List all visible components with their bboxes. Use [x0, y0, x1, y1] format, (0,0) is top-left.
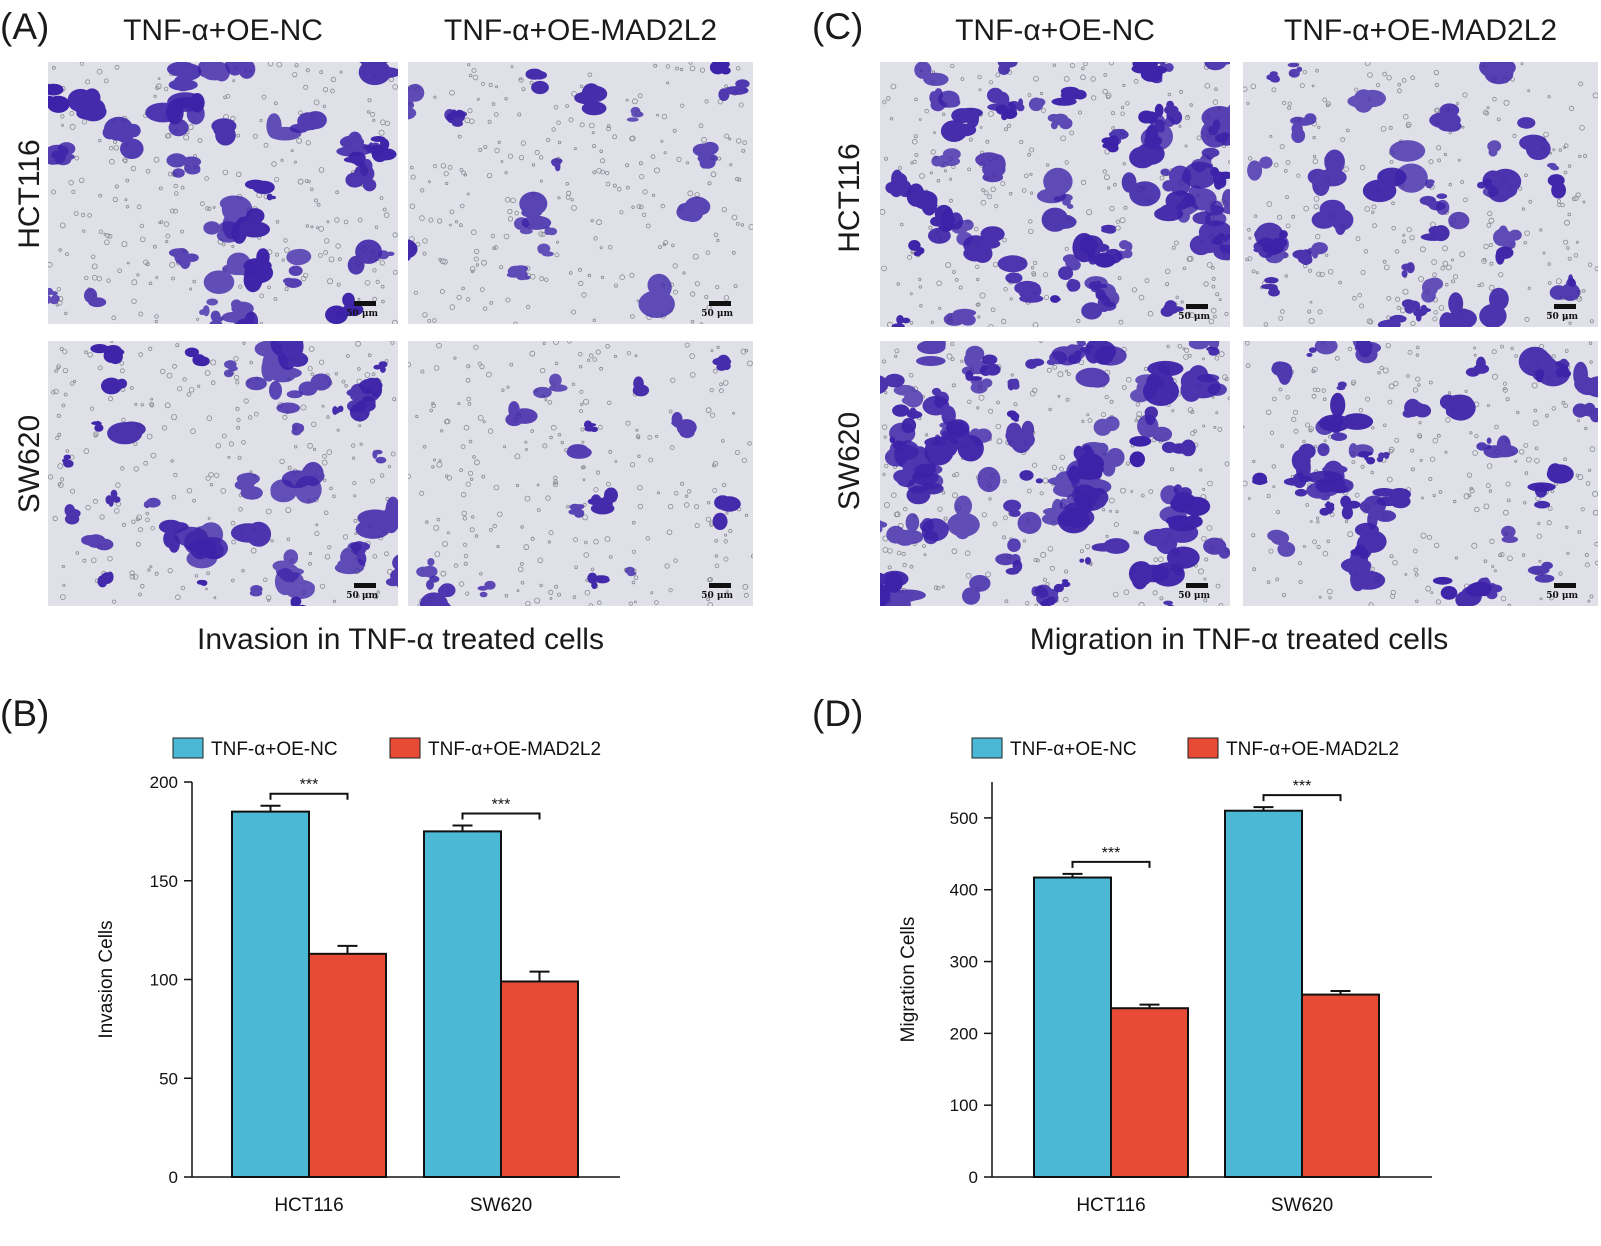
micrograph-invasion-hct116-nc: 50 μm [48, 62, 398, 324]
significance-bracket-HCT116 [1073, 862, 1150, 868]
y-axis-title: Invasion Cells [96, 920, 117, 1038]
scale-bar [709, 583, 731, 588]
invasion-bar-chart: TNF-α+OE-NC TNF-α+OE-MAD2L2 0 50 100 150 200 In… [0, 730, 800, 1241]
legend-label-0: TNF-α+OE-NC [1010, 739, 1137, 760]
panel-a-col-head-mad2l2: TNF-α+OE-MAD2L2 [408, 16, 753, 46]
y-tick-label-150: 150 [150, 872, 178, 891]
scale-bar-label: 50 μm [346, 309, 378, 319]
micrograph-migration-sw620-nc: 50 μm [880, 341, 1230, 606]
panel-letter-c: (C) [812, 8, 863, 45]
bar-SW620-1 [1302, 995, 1379, 1177]
micrograph-texture [880, 62, 1230, 327]
bar-HCT116-0 [232, 812, 309, 1177]
panel-c-row-label-hct116: HCT116 [835, 138, 865, 258]
y-tick-label-0: 0 [969, 1168, 978, 1187]
x-tick-label-HCT116: HCT116 [1076, 1195, 1145, 1216]
panel-c-row-label-sw620: SW620 [835, 401, 865, 521]
micrograph-texture [48, 341, 398, 606]
scale-bar-label: 50 μm [1178, 312, 1210, 322]
micrograph-migration-hct116-mad2l2: 50 μm [1243, 62, 1598, 327]
micrograph-invasion-hct116-mad2l2: 50 μm [408, 62, 753, 324]
micrograph-texture [48, 62, 398, 324]
x-tick-label-SW620: SW620 [1271, 1195, 1333, 1216]
bar-SW620-0 [424, 831, 501, 1177]
y-axis-title: Migration Cells [898, 917, 919, 1043]
panel-c-col-head-nc: TNF-α+OE-NC [880, 16, 1230, 46]
y-tick-label-500: 500 [950, 809, 978, 828]
y-tick-label-0: 0 [169, 1168, 178, 1187]
panel-c-col-head-mad2l2: TNF-α+OE-MAD2L2 [1243, 16, 1598, 46]
significance-bracket-SW620 [1264, 795, 1341, 801]
scale-bar [1186, 583, 1208, 588]
scale-bar-label: 50 μm [701, 309, 733, 319]
migration-bar-chart: TNF-α+OE-NC TNF-α+OE-MAD2L2 0 100 200 300 400 5… [812, 730, 1601, 1241]
micrograph-invasion-sw620-nc: 50 μm [48, 341, 398, 606]
scale-bar [1186, 304, 1208, 309]
panel-letter-a: (A) [0, 8, 49, 45]
legend-swatch-1 [390, 738, 420, 758]
panel-a-caption: Invasion in TNF-α treated cells [48, 625, 753, 655]
panel-c-caption: Migration in TNF-α treated cells [880, 625, 1598, 655]
scale-bar-label: 50 μm [1546, 312, 1578, 322]
legend-label-0: TNF-α+OE-NC [211, 739, 338, 760]
scale-bar [354, 301, 376, 306]
x-tick-label-HCT116: HCT116 [274, 1195, 343, 1216]
y-tick-label-400: 400 [950, 881, 978, 900]
micrograph-migration-sw620-mad2l2: 50 μm [1243, 341, 1598, 606]
significance-bracket-HCT116 [271, 794, 348, 800]
y-tick-label-50: 50 [159, 1069, 178, 1088]
y-tick-label-200: 200 [950, 1024, 978, 1043]
significance-bracket-SW620 [463, 813, 540, 819]
scale-bar-label: 50 μm [701, 591, 733, 601]
bar-HCT116-1 [309, 954, 386, 1177]
scale-bar [354, 583, 376, 588]
scale-bar [1554, 583, 1576, 588]
micrograph-invasion-sw620-mad2l2: 50 μm [408, 341, 753, 606]
bar-HCT116-0 [1034, 878, 1111, 1177]
legend-swatch-1 [1188, 738, 1218, 758]
legend-label-1: TNF-α+OE-MAD2L2 [428, 739, 601, 760]
significance-label-HCT116: *** [1102, 845, 1121, 862]
panel-a-col-head-nc: TNF-α+OE-NC [48, 16, 398, 46]
legend-label-1: TNF-α+OE-MAD2L2 [1226, 739, 1399, 760]
scale-bar [709, 301, 731, 306]
micrograph-texture [408, 62, 753, 324]
micrograph-texture [1243, 62, 1598, 327]
panel-letter-b: (B) [0, 695, 49, 732]
panel-letter-d: (D) [812, 695, 863, 732]
legend-swatch-0 [972, 738, 1002, 758]
bar-HCT116-1 [1111, 1008, 1188, 1177]
micrograph-texture [1243, 341, 1598, 606]
y-tick-label-100: 100 [150, 971, 178, 990]
scale-bar [1554, 304, 1576, 309]
micrograph-migration-hct116-nc: 50 μm [880, 62, 1230, 327]
significance-label-HCT116: *** [300, 777, 319, 794]
micrograph-texture [880, 341, 1230, 606]
x-tick-label-SW620: SW620 [470, 1195, 532, 1216]
scale-bar-label: 50 μm [346, 591, 378, 601]
scale-bar-label: 50 μm [1178, 591, 1210, 601]
y-tick-label-300: 300 [950, 953, 978, 972]
y-tick-label-200: 200 [150, 773, 178, 792]
micrograph-texture [408, 341, 753, 606]
significance-label-SW620: *** [1293, 778, 1312, 795]
panel-a-row-label-hct116: HCT116 [15, 134, 45, 254]
legend-swatch-0 [173, 738, 203, 758]
bar-SW620-0 [1225, 811, 1302, 1177]
bar-SW620-1 [501, 981, 578, 1177]
scale-bar-label: 50 μm [1546, 591, 1578, 601]
panel-a-row-label-sw620: SW620 [15, 404, 45, 524]
significance-label-SW620: *** [492, 796, 511, 813]
y-tick-label-100: 100 [950, 1096, 978, 1115]
